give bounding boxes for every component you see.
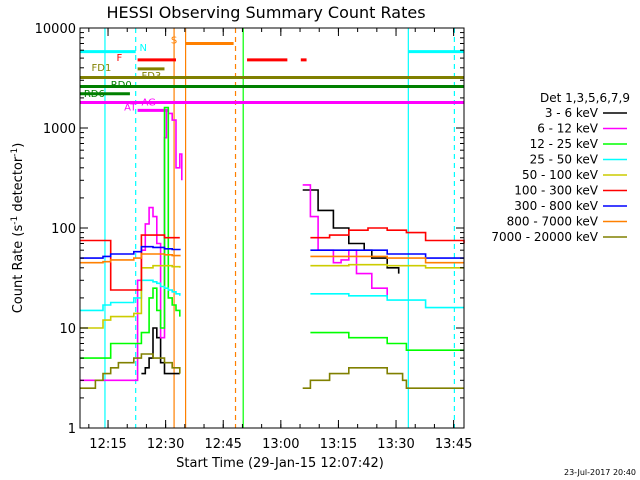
y-label-sup1: -1 [10, 216, 20, 225]
x-tick-label-5: 13:30 [377, 437, 414, 452]
y-tick-label-0: 1 [68, 422, 76, 437]
y-label-part2: detector [11, 156, 26, 216]
legend-label-100-300-kev: 100 - 300 keV [514, 184, 598, 198]
x-axis: 12:15 12:30 12:45 13:00 13:15 13:30 13:45 [88, 28, 472, 452]
time-annotations: N S F FD1 FD3 RD0 RD6 AT AG [80, 35, 464, 114]
x-tick-label-3: 13:00 [262, 437, 299, 452]
data-series [80, 106, 465, 389]
annotation-label-rd6: RD6 [84, 89, 105, 100]
annotation-label-fd1: FD1 [92, 63, 112, 74]
y-label-sup2: -1 [10, 148, 20, 157]
annotation-label-at: AT [124, 103, 137, 114]
series-line-25-50-kev [80, 279, 464, 312]
y-axis-label: Count Rate (s-1 detector-1) [10, 143, 26, 314]
y-tick-label-4: 10000 [35, 22, 76, 37]
y-tick-label-3: 1000 [43, 122, 76, 137]
y-tick-label-2: 100 [51, 222, 76, 237]
legend-title: Det 1,3,5,6,7,9 [540, 91, 630, 105]
legend-label-25-50-kev: 25 - 50 keV [530, 153, 599, 167]
x-tick-label-4: 13:15 [320, 437, 357, 452]
legend-label-3-6-kev: 3 - 6 keV [545, 106, 599, 120]
y-label-part3: ) [11, 143, 26, 148]
legend-label-6-12-kev: 6 - 12 keV [537, 122, 599, 136]
annotation-label-s: S [171, 35, 177, 46]
x-tick-label-0: 12:15 [89, 437, 126, 452]
annotation-label-ag: AG [141, 97, 155, 108]
series-line-100-300-kev [80, 227, 465, 291]
x-tick-label-2: 12:45 [204, 437, 241, 452]
series-line-7000-20000-kev [80, 353, 464, 389]
annotation-label-n: N [140, 43, 147, 54]
series-line-12-25-kev [80, 106, 464, 359]
legend-label-800-7000-kev: 800 - 7000 keV [507, 215, 599, 229]
legend-label-7000-20000-kev: 7000 - 20000 keV [491, 230, 598, 244]
legend-label-12-25-kev: 12 - 25 keV [530, 137, 599, 151]
x-tick-label-6: 13:45 [435, 437, 472, 452]
y-tick-label-1: 10 [59, 322, 76, 337]
y-label-part1: Count Rate (s [11, 225, 26, 314]
x-tick-label-1: 12:30 [147, 437, 184, 452]
footer-timestamp: 23-Jul-2017 20:40 [564, 468, 636, 477]
legend-label-300-800-kev: 300 - 800 keV [514, 199, 598, 213]
series-line-800-7000-kev [80, 253, 464, 264]
y-axis: 1 10 100 1000 10000 [35, 22, 464, 437]
annotation-label-fd3: FD3 [141, 71, 161, 82]
x-axis-label: Start Time (29-Jan-15 12:07:42) [176, 456, 384, 471]
chart-title: HESSI Observing Summary Count Rates [106, 3, 425, 22]
annotation-label-rd0: RD0 [111, 80, 132, 91]
legend-label-50-100-kev: 50 - 100 keV [522, 168, 599, 182]
annotation-label-f: F [116, 53, 122, 64]
